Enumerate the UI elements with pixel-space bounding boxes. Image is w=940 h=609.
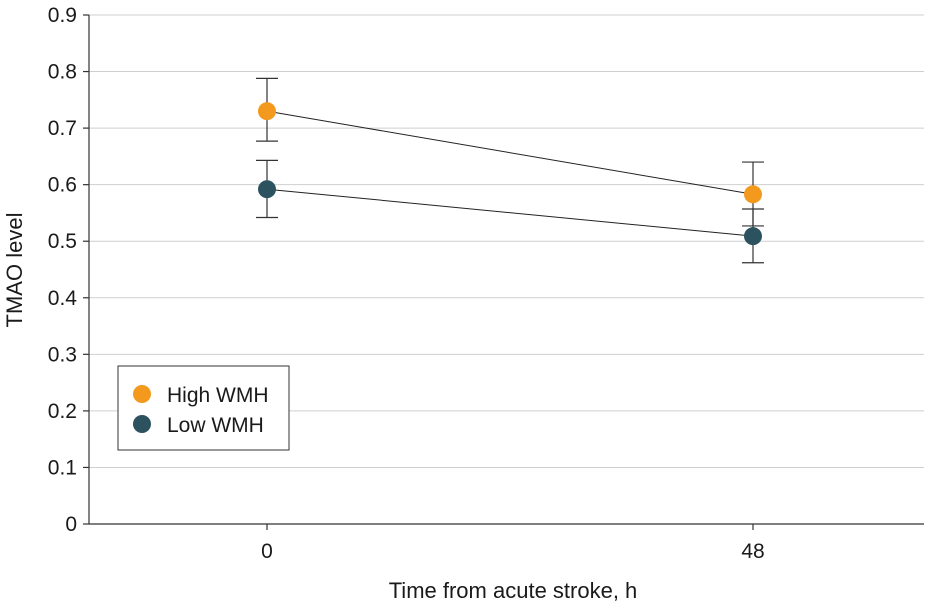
- y-tick-label: 0.6: [48, 174, 77, 197]
- y-tick-label: 0.4: [48, 287, 78, 310]
- data-point: [744, 185, 762, 204]
- x-tick-label: 48: [741, 540, 764, 563]
- legend-box: [117, 365, 290, 451]
- series-line: [266, 110, 754, 195]
- y-tick-label: 0.1: [48, 456, 77, 479]
- y-tick-label: 0.9: [48, 4, 77, 27]
- data-point: [744, 227, 762, 246]
- y-tick-label: 0.8: [48, 61, 77, 84]
- legend: High WMH Low WMH: [117, 365, 290, 451]
- series-line: [266, 188, 754, 237]
- series: [256, 77, 764, 264]
- legend-marker-high-wmh: [133, 385, 151, 403]
- x-ticks: 0 48: [261, 524, 765, 563]
- y-tick-label: 0: [65, 513, 77, 536]
- legend-marker-low-wmh: [133, 415, 151, 433]
- legend-label-low-wmh: Low WMH: [167, 414, 264, 437]
- x-tick-label: 0: [261, 540, 273, 563]
- y-tick-label: 0.5: [48, 230, 77, 253]
- y-ticks: 0 0.1 0.2 0.3 0.4 0.5 0.6 0.7 0.8 0.9: [48, 4, 89, 536]
- data-point: [258, 102, 276, 121]
- legend-label-high-wmh: High WMH: [167, 384, 269, 407]
- y-tick-label: 0.3: [48, 343, 77, 366]
- axes: [88, 15, 924, 525]
- y-tick-label: 0.7: [48, 117, 77, 140]
- y-axis-title: TMAO level: [2, 213, 27, 328]
- data-point: [258, 180, 276, 199]
- x-axis-title: Time from acute stroke, h: [389, 578, 638, 603]
- y-tick-label: 0.2: [48, 400, 77, 423]
